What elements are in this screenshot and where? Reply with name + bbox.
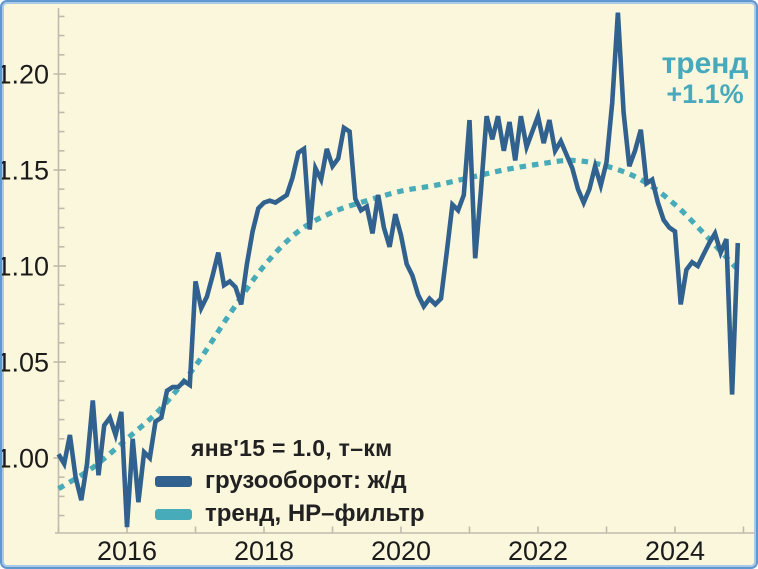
x-tick-label: 2018 [234,536,294,566]
x-tick-label: 2016 [97,536,157,566]
y-axis: 1.00 1.05 1.10 1.15 1.20 [2,8,66,533]
y-tick-label: 1.20 [2,60,49,90]
trend-annotation-value: +1.1% [666,78,744,109]
trend-swatch-icon [155,508,192,520]
x-tick-label: 2022 [508,536,568,566]
trend-annotation-label: тренд [661,47,749,80]
legend: янв'15 = 1.0, т–км грузооборот: ж/д трен… [155,435,425,528]
legend-item-freight: грузооборот: ж/д [155,467,425,495]
legend-item-label: тренд, HP–фильтр [205,500,425,527]
x-axis: 2016 2018 2020 2022 2024 [55,526,755,566]
x-tick-label: 2020 [371,536,431,566]
trend-series-line [57,157,740,491]
freight-series-line [56,12,741,528]
legend-title: янв'15 = 1.0, т–км [191,435,393,461]
legend-item-trend: тренд, HP–фильтр [155,500,425,528]
y-tick-label: 1.05 [2,348,49,378]
legend-item-label: грузооборот: ж/д [205,467,407,494]
trend-annotation: тренд +1.1% [650,47,756,109]
freight-swatch-icon [155,475,192,487]
y-tick-label: 1.15 [2,156,49,186]
x-tick-label: 2024 [645,536,705,566]
y-tick-label: 1.10 [2,252,49,282]
y-tick-label: 1.00 [2,444,49,474]
